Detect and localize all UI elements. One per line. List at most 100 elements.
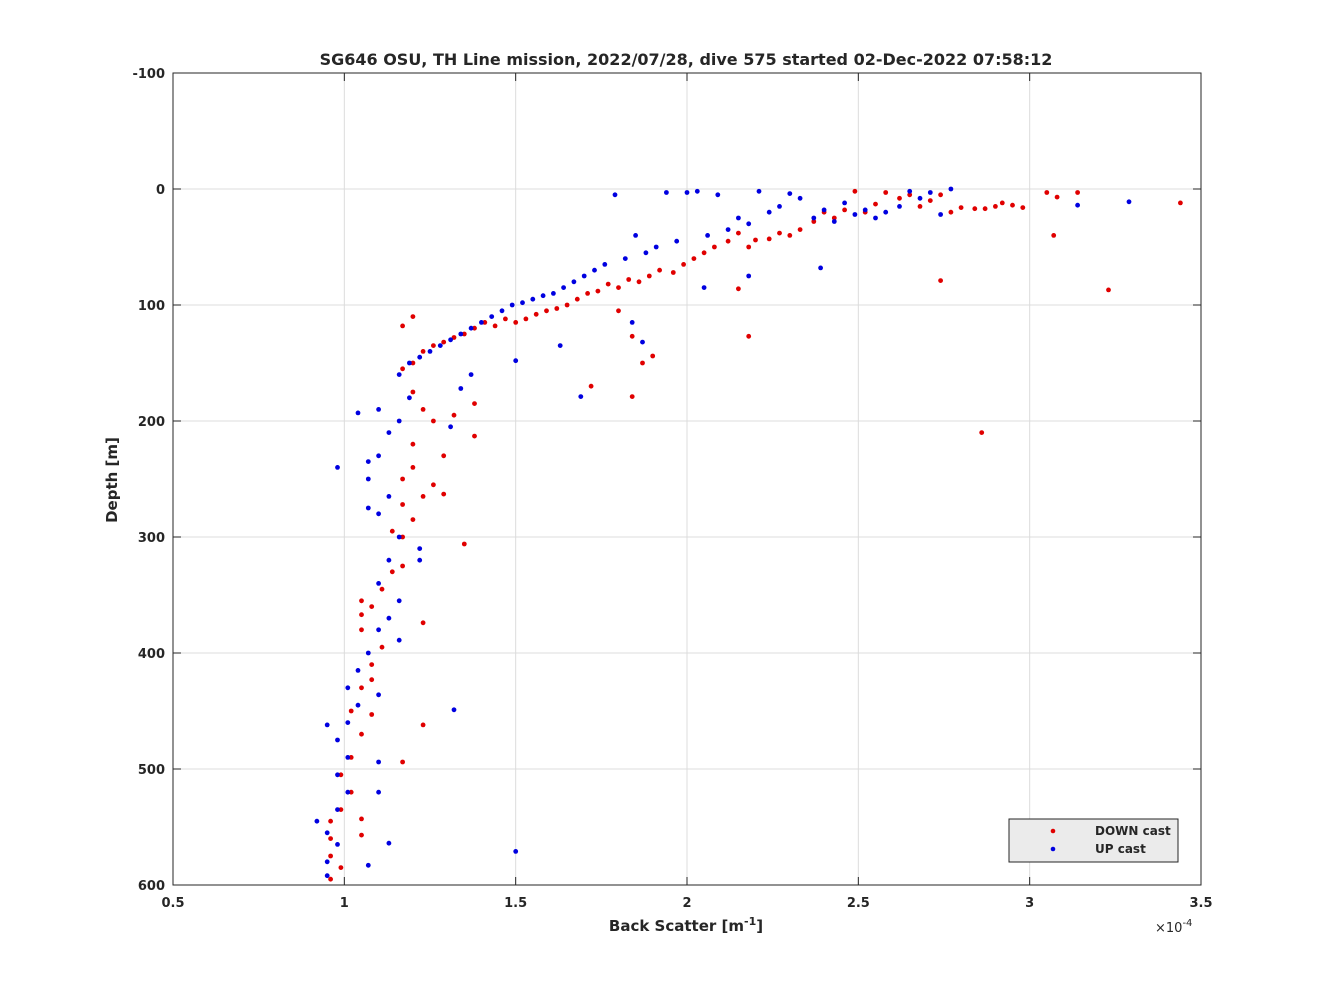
x-tick-label: 1.5	[504, 896, 527, 911]
down-cast-point	[616, 285, 621, 290]
y-tick-label: 400	[138, 647, 165, 662]
up-cast-point	[862, 207, 868, 213]
up-cast-point	[427, 349, 433, 354]
down-cast-point	[927, 198, 933, 204]
down-cast-point	[523, 316, 529, 322]
up-cast-point	[643, 250, 649, 256]
up-cast-point	[417, 557, 423, 563]
axis-ticks	[172, 72, 1202, 886]
down-cast-point	[646, 273, 652, 279]
down-cast-point	[420, 722, 426, 728]
down-cast-point	[640, 360, 645, 366]
up-cast-point	[376, 581, 381, 586]
up-cast-point	[407, 395, 412, 401]
down-cast-point	[400, 563, 405, 569]
down-cast-point	[389, 528, 395, 534]
legend-label-up-cast: UP cast	[1095, 842, 1146, 856]
up-cast-point	[557, 343, 563, 348]
down-cast-point	[842, 207, 847, 213]
tick-labels: 0.5 1 1.5 2 2.5 3 3.5 -100 0 100 200 300 400 500 600	[132, 67, 1212, 911]
down-cast-point	[636, 279, 642, 285]
up-cast-point	[571, 279, 577, 285]
down-cast-point	[359, 598, 364, 604]
x-axis-multiplier: ×10-4	[1155, 918, 1192, 936]
down-cast-point	[369, 677, 375, 683]
up-cast-point	[365, 862, 371, 868]
y-tick-label: 100	[138, 299, 165, 314]
down-cast-point	[420, 407, 426, 412]
up-cast-point	[448, 424, 453, 430]
y-tick-label: 0	[156, 183, 165, 198]
up-cast-point	[938, 212, 943, 217]
up-cast-point	[540, 293, 546, 299]
up-cast-point	[448, 337, 453, 343]
up-cast-point	[766, 209, 772, 215]
down-cast-point	[379, 644, 385, 650]
legend-box	[1008, 818, 1179, 863]
up-cast-point	[633, 233, 638, 238]
up-cast-point	[458, 386, 464, 391]
down-cast-point	[410, 389, 416, 395]
y-tick-label: -100	[132, 67, 165, 82]
up-cast-point	[513, 358, 519, 364]
up-cast-point	[355, 702, 361, 708]
down-cast-point	[492, 323, 498, 329]
up-cast-point	[530, 296, 536, 302]
up-cast-point	[948, 186, 954, 192]
grid	[173, 73, 1201, 885]
y-tick-label: 200	[138, 415, 165, 430]
up-cast-point	[640, 339, 645, 345]
down-cast-point	[533, 311, 539, 317]
down-cast-point	[328, 818, 333, 824]
up-cast-point	[396, 534, 402, 540]
down-cast-point	[691, 256, 697, 261]
up-cast-point	[376, 789, 381, 795]
up-cast-point	[345, 755, 351, 760]
down-cast-point	[359, 685, 364, 691]
up-cast-point	[489, 314, 495, 319]
x-tick-label: 2.5	[847, 896, 870, 911]
up-cast-point	[499, 308, 505, 314]
up-cast-point	[629, 320, 635, 325]
up-cast-point	[376, 453, 381, 459]
up-cast-point	[365, 650, 371, 656]
down-cast-point	[338, 865, 344, 870]
y-tick-label: 300	[138, 531, 165, 546]
down-cast-point	[746, 244, 752, 250]
down-cast-point	[736, 286, 741, 292]
down-cast-point	[431, 418, 436, 424]
down-cast-point	[359, 731, 364, 737]
down-cast-point	[461, 541, 467, 547]
legend: DOWN cast UP cast	[1008, 818, 1179, 863]
up-cast-point	[581, 273, 587, 279]
up-cast-point	[345, 685, 351, 691]
down-cast-point	[626, 277, 632, 282]
down-cast-point	[369, 662, 375, 667]
down-cast-point	[400, 366, 405, 372]
up-cast-point	[386, 840, 392, 846]
down-cast-point	[852, 188, 858, 194]
up-cast-point	[897, 204, 902, 209]
down-cast-point	[1044, 190, 1050, 195]
up-cast-point	[365, 459, 371, 464]
down-cast-point	[431, 482, 436, 488]
up-cast-point	[520, 300, 525, 306]
down-cast-point	[999, 200, 1005, 206]
down-cast-point	[938, 278, 943, 283]
up-cast-point	[376, 511, 381, 517]
down-cast-point	[787, 233, 793, 238]
down-cast-point	[564, 302, 570, 308]
down-cast-point	[650, 353, 656, 359]
down-cast-point	[482, 320, 488, 325]
down-cast-point	[585, 291, 590, 296]
data-points	[314, 186, 1183, 882]
up-cast-point	[437, 343, 443, 348]
down-cast-point	[777, 230, 782, 236]
down-cast-point	[701, 250, 707, 256]
up-cast-point	[335, 465, 340, 470]
up-cast-point	[386, 494, 392, 499]
down-cast-point	[629, 394, 635, 399]
down-cast-point	[410, 314, 416, 319]
down-cast-point	[544, 308, 549, 314]
up-cast-point	[513, 849, 519, 854]
